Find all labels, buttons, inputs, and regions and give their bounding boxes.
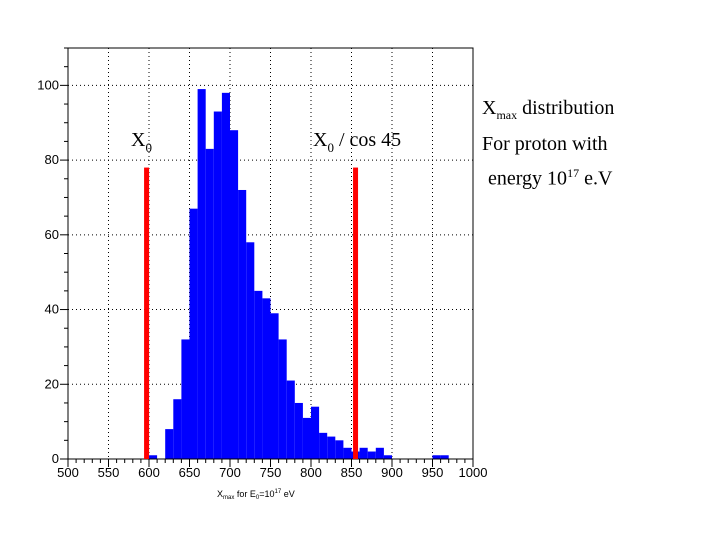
histogram-bar xyxy=(270,313,279,459)
histogram-bar xyxy=(173,399,182,459)
reference-marker-line xyxy=(353,167,359,459)
histogram-bar xyxy=(327,436,336,459)
histogram-bar xyxy=(335,440,344,459)
histogram-bar xyxy=(165,429,174,459)
x-tick-label: 1000 xyxy=(459,465,488,480)
y-tick-label: 60 xyxy=(45,227,59,242)
histogram-bar xyxy=(278,339,287,459)
histogram-bar xyxy=(149,455,158,459)
histogram-bar xyxy=(197,89,206,459)
annotation-line-3: energy 1017 e.V xyxy=(488,166,613,190)
y-tick-label: 80 xyxy=(45,152,59,167)
histogram-bar xyxy=(440,455,449,459)
x-tick-label: 700 xyxy=(219,465,241,480)
histogram-bar xyxy=(319,432,328,459)
histogram-bar xyxy=(238,189,247,459)
x-tick-label: 650 xyxy=(179,465,201,480)
histogram-bar xyxy=(221,92,230,459)
histogram-bar xyxy=(205,148,214,459)
y-tick-label: 0 xyxy=(52,451,59,466)
histogram-bar xyxy=(343,447,352,459)
histogram-bar xyxy=(375,447,384,459)
histogram-bar xyxy=(432,455,441,459)
title-fragment: F xyxy=(265,0,271,3)
histogram-bar xyxy=(189,208,198,459)
annotation-line-2: For proton with xyxy=(482,133,608,155)
histogram-bar xyxy=(230,130,239,459)
annotation-text: Xmax distribution For proton with energy… xyxy=(482,94,714,194)
y-tick-label: 20 xyxy=(45,376,59,391)
reference-markers xyxy=(144,167,359,459)
x-tick-label: 900 xyxy=(381,465,403,480)
histogram-bar xyxy=(262,298,271,459)
annotation-line-1: Xmax distribution xyxy=(482,97,615,122)
histogram-bar xyxy=(311,406,320,459)
histogram-bar xyxy=(254,290,263,459)
histogram-bar xyxy=(181,339,190,459)
marker-label-x0: X0 xyxy=(131,129,152,155)
y-tick-label: 40 xyxy=(45,302,59,317)
marker-label-x0-cos45: X0 / cos 45 xyxy=(313,129,401,155)
histogram-bar xyxy=(383,455,392,459)
x-axis-label: Xmax for E0=1017 eV xyxy=(217,489,295,501)
x-tick-label: 850 xyxy=(341,465,363,480)
x-tick-label: 750 xyxy=(260,465,282,480)
histogram-bars xyxy=(149,89,449,459)
histogram-bar xyxy=(246,242,255,459)
histogram-bar xyxy=(213,111,222,459)
histogram-bar xyxy=(286,380,295,459)
histogram-bar xyxy=(294,402,303,459)
x-tick-label: 600 xyxy=(138,465,160,480)
y-tick-label: 100 xyxy=(37,77,59,92)
x-tick-label: 500 xyxy=(57,465,79,480)
histogram-bar xyxy=(302,417,311,459)
histogram-bar xyxy=(367,451,376,459)
reference-marker-line xyxy=(144,167,150,459)
x-tick-label: 800 xyxy=(300,465,322,480)
axes: 500 550 600 650 700 750 800 850 900 950 1000 0 20 40 6… xyxy=(37,47,488,480)
histogram-bar xyxy=(359,447,368,459)
x-tick-label: 550 xyxy=(98,465,120,480)
x-tick-label: 950 xyxy=(422,465,444,480)
